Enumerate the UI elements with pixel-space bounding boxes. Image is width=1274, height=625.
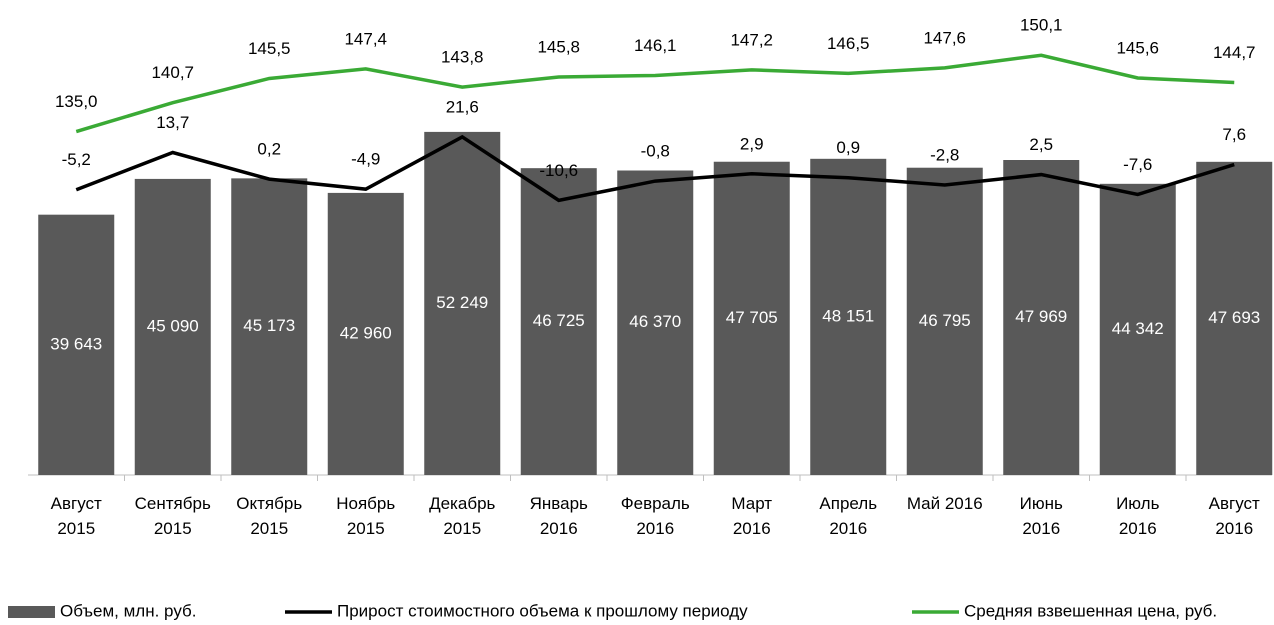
line-value-label: 150,1 (1020, 16, 1063, 35)
bar-value-label: 44 342 (1112, 319, 1164, 338)
line-value-label: 147,2 (730, 30, 773, 49)
line-value-label: 145,5 (248, 39, 291, 58)
bar (713, 161, 790, 475)
bar-value-label: 39 643 (50, 334, 102, 353)
x-tick-label: Июль 2016 (1116, 494, 1160, 538)
line-value-label: 146,5 (827, 34, 870, 53)
line-value-label: -10,6 (539, 161, 578, 180)
bar-value-label: 47 705 (726, 308, 778, 327)
x-tick-label: Январь 2016 (530, 494, 588, 538)
line-value-label: 0,2 (257, 140, 281, 159)
bar-value-label: 52 249 (436, 293, 488, 312)
x-tick-label: Февраль 2016 (621, 494, 690, 538)
bar (1099, 183, 1176, 475)
bar (1196, 161, 1273, 475)
line-value-label: 147,4 (344, 29, 387, 48)
bar-value-label: 47 969 (1015, 307, 1067, 326)
x-tick-label: Июнь 2016 (1020, 494, 1063, 538)
x-tick-label: Сентябрь 2015 (135, 494, 211, 538)
bar (38, 214, 115, 476)
legend-label: Объем, млн. руб. (60, 601, 196, 620)
line-value-label: 7,6 (1222, 125, 1246, 144)
bar (520, 168, 597, 476)
line-value-label: 13,7 (156, 113, 189, 132)
x-tick-label: Август 2016 (1209, 494, 1260, 538)
bar-value-label: 45 173 (243, 316, 295, 335)
line-value-label: 143,8 (441, 48, 484, 67)
line-value-label: 145,8 (537, 37, 580, 56)
line-value-label: 2,5 (1029, 135, 1053, 154)
bar (327, 192, 404, 475)
x-tick-label: Май 2016 (907, 494, 983, 513)
x-tick-label: Апрель 2016 (819, 494, 877, 538)
x-tick-label: Октябрь 2015 (236, 494, 302, 538)
bar (617, 170, 694, 475)
bar (1003, 160, 1080, 475)
line-value-label: 0,9 (836, 138, 860, 157)
bar-value-label: 45 090 (147, 316, 199, 335)
bar-value-label: 46 370 (629, 312, 681, 331)
legend-swatch (8, 606, 55, 618)
line-value-label: 144,7 (1213, 43, 1256, 62)
bar-value-label: 48 151 (822, 306, 874, 325)
bar (134, 178, 211, 475)
x-tick-label: Август 2015 (51, 494, 102, 538)
line-value-label: 140,7 (151, 63, 194, 82)
line-value-label: 146,1 (634, 36, 677, 55)
bar-value-label: 46 725 (533, 311, 585, 330)
line-value-label: 147,6 (923, 28, 966, 47)
bar-value-label: 47 693 (1208, 308, 1260, 327)
line-value-label: -2,8 (930, 146, 959, 165)
x-tick-label: Март 2016 (731, 494, 772, 538)
line-value-label: 145,6 (1116, 38, 1159, 57)
bar-value-label: 42 960 (340, 323, 392, 342)
line-value-label: 2,9 (740, 134, 764, 153)
bar (810, 158, 887, 476)
bar (231, 178, 308, 476)
line-value-label: -7,6 (1123, 155, 1152, 174)
legend-label: Средняя взвешенная цена, руб. (964, 601, 1217, 620)
line-value-label: -4,9 (351, 150, 380, 169)
line-value-label: -5,2 (62, 150, 91, 169)
bar (424, 131, 501, 475)
line-value-label: 21,6 (446, 97, 479, 116)
line-value-label: -0,8 (641, 142, 670, 161)
line (75, 134, 1235, 203)
legend-label: Прирост стоимостного объема к прошлому п… (337, 601, 748, 620)
line-value-label: 135,0 (55, 92, 98, 111)
x-tick-label: Ноябрь 2015 (336, 494, 395, 538)
line (75, 53, 1235, 134)
x-tick-label: Декабрь 2015 (429, 494, 495, 538)
bar-value-label: 46 795 (919, 311, 971, 330)
bar (906, 167, 983, 475)
